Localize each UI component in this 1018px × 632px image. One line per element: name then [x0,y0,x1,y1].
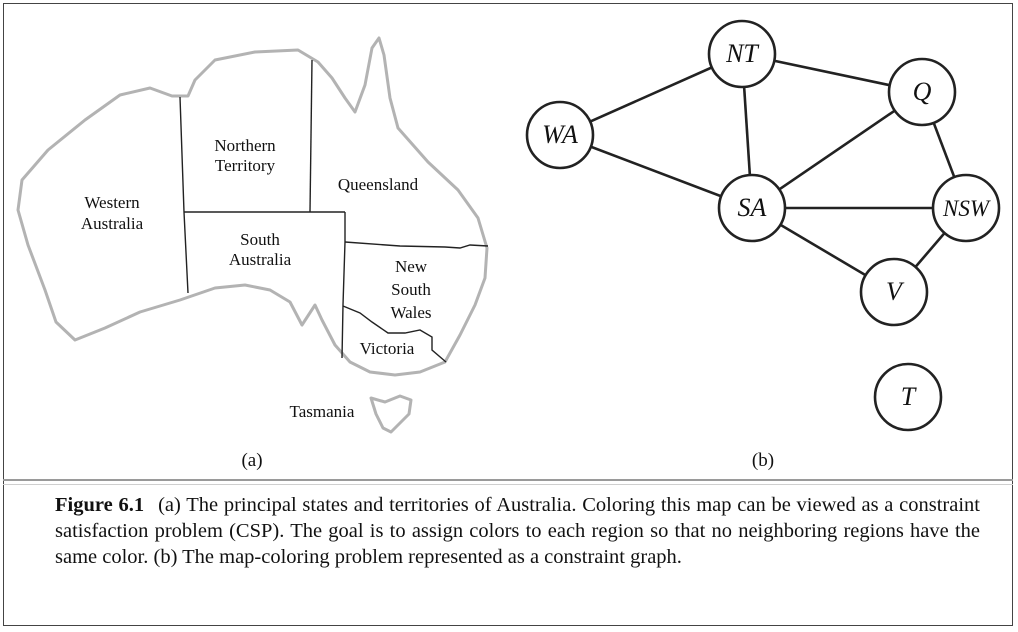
border-sa-east [341,212,346,359]
node-label-sa: SA [738,193,767,222]
figure-canvas: Western Australia Northern Territory Queen… [16,19,1001,471]
label-western-australia: Western Australia [81,193,144,233]
node-label-v: V [886,277,905,306]
node-label-nt: NT [725,39,759,68]
australia-map: Western Australia Northern Territory Queen… [16,36,489,471]
sublabel-b: (b) [752,450,774,471]
caption-label: Figure 6.1 [55,494,145,516]
border-nsw-v [342,305,447,363]
border-wa [179,96,189,294]
node-q: Q [887,57,957,127]
map-labels: Western Australia Northern Territory Queen… [81,136,432,421]
node-v: V [859,257,929,327]
node-sa: SA [717,173,787,243]
edge-sa-q [751,90,923,210]
label-new-south-wales: New South Wales [390,257,431,322]
node-circle-q [887,57,957,127]
border-q-nsw [344,241,489,249]
node-label-wa: WA [542,120,578,149]
australia-outline [16,36,489,377]
label-queensland: Queensland [338,175,419,194]
node-circle-v [859,257,929,327]
caption-divider-secondary [3,484,1013,485]
label-tasmania: Tasmania [290,402,355,421]
node-circle-t [873,362,943,432]
sublabel-a: (a) [241,450,262,471]
node-circle-nsw [931,173,1001,243]
label-northern-territory: Northern Territory [214,136,276,175]
state-borders [179,59,489,363]
figure-frame [3,3,1013,626]
node-label-t: T [901,382,917,411]
tasmania-outline [369,394,413,434]
label-south-australia: South Australia [229,230,292,269]
node-t: T [873,362,943,432]
figure-caption: Figure 6.1 (a) The principal states and t… [55,492,980,570]
node-nt: NT [707,19,777,89]
node-label-q: Q [913,77,932,106]
constraint-graph: NT Q WA SA NSW V T (b) [525,19,1001,471]
caption-divider [3,479,1013,481]
border-nt-q [309,59,313,213]
node-circle-wa [525,100,595,170]
node-circle-sa [717,173,787,243]
caption-text: (a) The principal states and territories… [55,494,980,568]
graph-nodes: NT Q WA SA NSW V T [525,19,1001,432]
label-victoria: Victoria [360,339,415,358]
node-label-nsw: NSW [942,196,991,221]
node-wa: WA [525,100,595,170]
node-circle-nt [707,19,777,89]
node-nsw: NSW [931,173,1001,243]
